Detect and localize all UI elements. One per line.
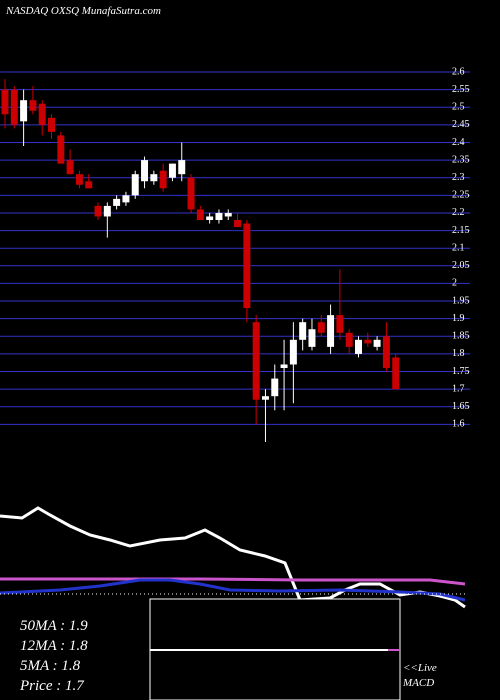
y-tick-label: 1.6: [452, 419, 465, 430]
indicator-line: [0, 506, 466, 609]
info-text: 50MA : 1.9: [20, 618, 88, 634]
y-tick-label: 2.45: [452, 119, 470, 130]
candle-body: [1, 89, 9, 115]
candle-body: [317, 322, 325, 333]
y-tick-label: 2.25: [452, 190, 470, 201]
candle-body: [150, 174, 158, 182]
candle-body: [299, 322, 307, 340]
y-tick-label: 2.35: [452, 154, 470, 165]
y-tick-label: 2.3: [452, 172, 465, 183]
candle-body: [224, 212, 232, 217]
y-tick-label: 2.05: [452, 260, 470, 271]
y-tick-label: 1.85: [452, 331, 470, 342]
y-tick-label: 2.15: [452, 225, 470, 236]
y-tick-label: 2.55: [452, 84, 470, 95]
candle-body: [289, 339, 297, 365]
candle-body: [308, 329, 316, 347]
candle-body: [196, 209, 204, 220]
candle-body: [382, 336, 390, 368]
candle-body: [345, 332, 353, 347]
candle-body: [159, 170, 167, 189]
candle-body: [364, 339, 372, 344]
indicator-line: [0, 577, 466, 586]
candle-body: [29, 100, 37, 111]
y-tick-label: 1.8: [452, 348, 465, 359]
y-tick-label: 1.95: [452, 295, 470, 306]
candle-body: [10, 89, 18, 125]
candle-body: [20, 100, 28, 122]
candle-body: [215, 212, 223, 220]
candle-body: [131, 174, 139, 196]
candle-body: [206, 216, 214, 220]
info-text: 5MA : 1.8: [20, 658, 81, 674]
y-tick-label: 1.9: [452, 313, 465, 324]
indicator-line: [0, 578, 466, 602]
candle-body: [48, 117, 55, 132]
candle-body: [355, 339, 362, 354]
candle-body: [271, 378, 279, 397]
y-tick-label: 2.6: [452, 66, 465, 77]
y-tick-label: 1.75: [452, 366, 470, 377]
info-text: Price : 1.7: [19, 678, 85, 694]
candle-body: [178, 160, 186, 175]
candle-body: [252, 322, 260, 400]
y-tick-label: 2.4: [452, 137, 465, 148]
candle-body: [327, 315, 335, 347]
candle-body: [280, 364, 288, 368]
macd-label: MACD: [402, 677, 434, 689]
y-tick-label: 2: [452, 278, 457, 289]
y-tick-label: 1.65: [452, 401, 470, 412]
y-tick-label: 2.5: [452, 102, 465, 113]
candle-body: [234, 220, 242, 228]
candle-body: [113, 198, 121, 206]
candle-body: [66, 160, 74, 175]
candle-body: [141, 160, 149, 182]
candle-body: [243, 223, 251, 309]
live-label: <<Live: [403, 662, 437, 674]
candle-body: [336, 315, 344, 333]
candle-body: [373, 339, 381, 347]
y-tick-label: 1.7: [452, 383, 465, 394]
candle-body: [85, 181, 93, 189]
candle-body: [392, 357, 400, 390]
candle-body: [57, 135, 65, 164]
candle-body: [38, 103, 46, 125]
info-text: 12MA : 1.8: [20, 638, 88, 654]
candle-body: [75, 174, 83, 185]
candle-body: [122, 195, 130, 203]
candle-body: [187, 177, 195, 210]
candle-body: [103, 205, 111, 217]
y-tick-label: 2.1: [452, 242, 465, 253]
candle-body: [168, 163, 176, 178]
y-tick-label: 2.2: [452, 207, 465, 218]
candle-body: [94, 205, 102, 217]
chart-title: NASDAQ OXSQ MunafaSutra.com: [5, 5, 161, 17]
candle-body: [261, 396, 269, 400]
